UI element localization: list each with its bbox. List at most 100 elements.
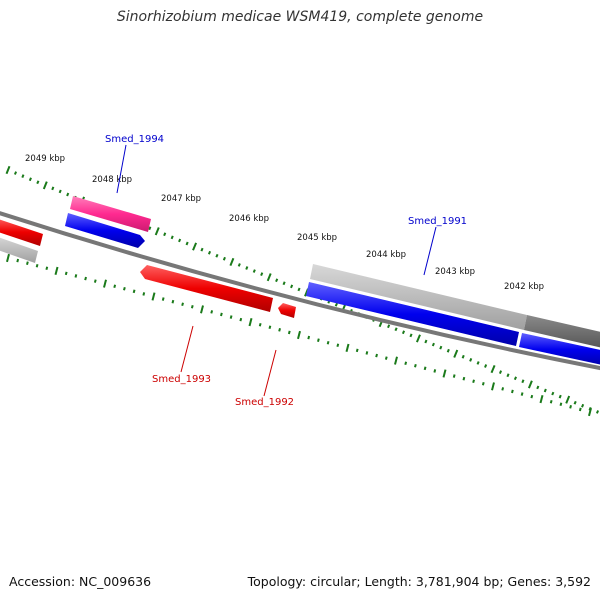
- callout-line-smed-1992: [263, 349, 277, 397]
- scale-tick-minor: [290, 284, 294, 289]
- gene-right-dark[interactable]: [524, 315, 600, 349]
- scale-tick-minor: [163, 232, 167, 237]
- scale-tick-minor: [365, 351, 369, 355]
- scale-tick-minor: [439, 345, 443, 350]
- gene-left-gray[interactable]: [0, 236, 38, 263]
- scale-tick-major: [345, 343, 350, 352]
- scale-label: 2049 kbp: [25, 154, 65, 164]
- scale-tick-minor: [476, 361, 480, 365]
- scale-tick-minor: [521, 379, 525, 384]
- scale-tick-minor: [142, 292, 146, 296]
- scale-label: 2046 kbp: [229, 214, 269, 224]
- scale-tick-minor: [469, 358, 473, 362]
- scale-tick-minor: [559, 402, 563, 407]
- scale-tick-minor: [13, 171, 18, 175]
- scale-tick-minor: [35, 263, 39, 268]
- scale-tick-minor: [36, 180, 40, 185]
- scale-tick-minor: [287, 330, 291, 335]
- gene-smed-1994[interactable]: [65, 213, 145, 248]
- scale-tick-major: [453, 349, 459, 358]
- scale-tick-minor: [66, 192, 70, 197]
- scale-tick-major: [5, 165, 11, 175]
- scale-tick-major: [151, 292, 156, 301]
- scale-tick-minor: [355, 348, 359, 353]
- scale-tick-minor: [74, 274, 78, 278]
- scale-tick-minor: [401, 330, 406, 335]
- scale-tick-minor: [278, 328, 281, 332]
- scale-tick-major: [192, 242, 198, 251]
- genome-summary: Topology: circular; Length: 3,781,904 bp…: [247, 574, 591, 589]
- scale-tick-minor: [530, 394, 534, 399]
- scale-tick-minor: [506, 373, 510, 378]
- scale-labels: 2049 kbp 2048 kbp 2047 kbp 2046 kbp 2045 kbp…: [25, 154, 544, 292]
- scale-tick-minor: [28, 177, 32, 182]
- gene-smed-1994-highlight[interactable]: [70, 196, 151, 232]
- gene-label-smed-1994[interactable]: Smed_1994: [105, 134, 164, 145]
- scale-tick-major: [248, 318, 253, 327]
- accession-info: Accession: NC_009636: [9, 574, 152, 589]
- scale-tick-major: [539, 395, 544, 404]
- scale-label: 2045 kbp: [297, 233, 337, 243]
- scale-tick-minor: [387, 324, 391, 329]
- scale-tick-minor: [252, 269, 256, 273]
- scale-tick-minor: [513, 376, 518, 381]
- scale-tick-minor: [462, 376, 466, 381]
- callout-line-smed-1994: [116, 144, 127, 194]
- scale-tick-minor: [317, 338, 320, 342]
- gene-smed-1993[interactable]: [140, 265, 273, 312]
- scale-tick-minor: [452, 374, 456, 378]
- scale-tick-minor: [222, 256, 226, 261]
- gene-smed-1991-gray[interactable]: [310, 264, 527, 330]
- scale-tick-minor: [549, 399, 553, 404]
- scale-tick-minor: [26, 261, 29, 265]
- scale-tick-minor: [64, 271, 68, 276]
- scale-label: 2047 kbp: [161, 194, 201, 204]
- scale-tick-minor: [200, 247, 204, 252]
- gene-right-blue[interactable]: [519, 333, 600, 366]
- scale-tick-minor: [423, 366, 427, 371]
- scale-tick-major: [415, 334, 421, 343]
- scale-tick-major: [200, 305, 204, 314]
- scale-tick-minor: [113, 284, 117, 289]
- scale-tick-major: [54, 266, 59, 275]
- scale-ticks-inner: [6, 253, 592, 417]
- gene-smed-1991[interactable]: [306, 282, 519, 346]
- scale-tick-minor: [536, 385, 540, 390]
- scale-tick-minor: [336, 343, 340, 348]
- scale-tick-minor: [307, 335, 311, 340]
- scale-tick-minor: [178, 238, 182, 243]
- scale-tick-minor: [581, 403, 585, 408]
- gene-label-smed-1991[interactable]: Smed_1991: [408, 216, 467, 227]
- scale-tick-minor: [181, 302, 184, 306]
- gene-left-red[interactable]: [0, 218, 43, 246]
- scale-tick-minor: [326, 340, 330, 345]
- scale-tick-minor: [258, 322, 262, 327]
- scale-tick-minor: [45, 266, 49, 271]
- scale-tick-minor: [481, 381, 485, 386]
- scale-tick-minor: [84, 276, 87, 281]
- scale-tick-minor: [394, 327, 398, 332]
- scale-tick-minor: [170, 235, 174, 240]
- scale-tick-minor: [461, 354, 465, 359]
- scale-tick-minor: [185, 241, 189, 246]
- scale-tick-minor: [171, 299, 175, 304]
- gene-smed-1992[interactable]: [278, 303, 296, 318]
- scale-tick-major: [527, 380, 533, 389]
- scale-tick-major: [442, 369, 447, 378]
- gene-label-smed-1992[interactable]: Smed_1992: [235, 397, 294, 408]
- gene-label-smed-1993[interactable]: Smed_1993: [152, 374, 211, 385]
- scale-tick-minor: [433, 369, 437, 373]
- scale-tick-minor: [148, 226, 152, 231]
- scale-tick-minor: [511, 389, 514, 394]
- scale-tick-minor: [446, 348, 450, 353]
- genome-backbone: [0, 211, 600, 371]
- scale-tick-minor: [551, 391, 555, 396]
- scale-tick-major: [6, 253, 10, 263]
- scale-tick-minor: [268, 325, 272, 330]
- scale-tick-minor: [220, 312, 223, 317]
- scale-tick-minor: [297, 287, 301, 292]
- scale-tick-minor: [520, 392, 524, 396]
- scale-tick-major: [565, 395, 571, 404]
- scale-tick-minor: [414, 364, 417, 368]
